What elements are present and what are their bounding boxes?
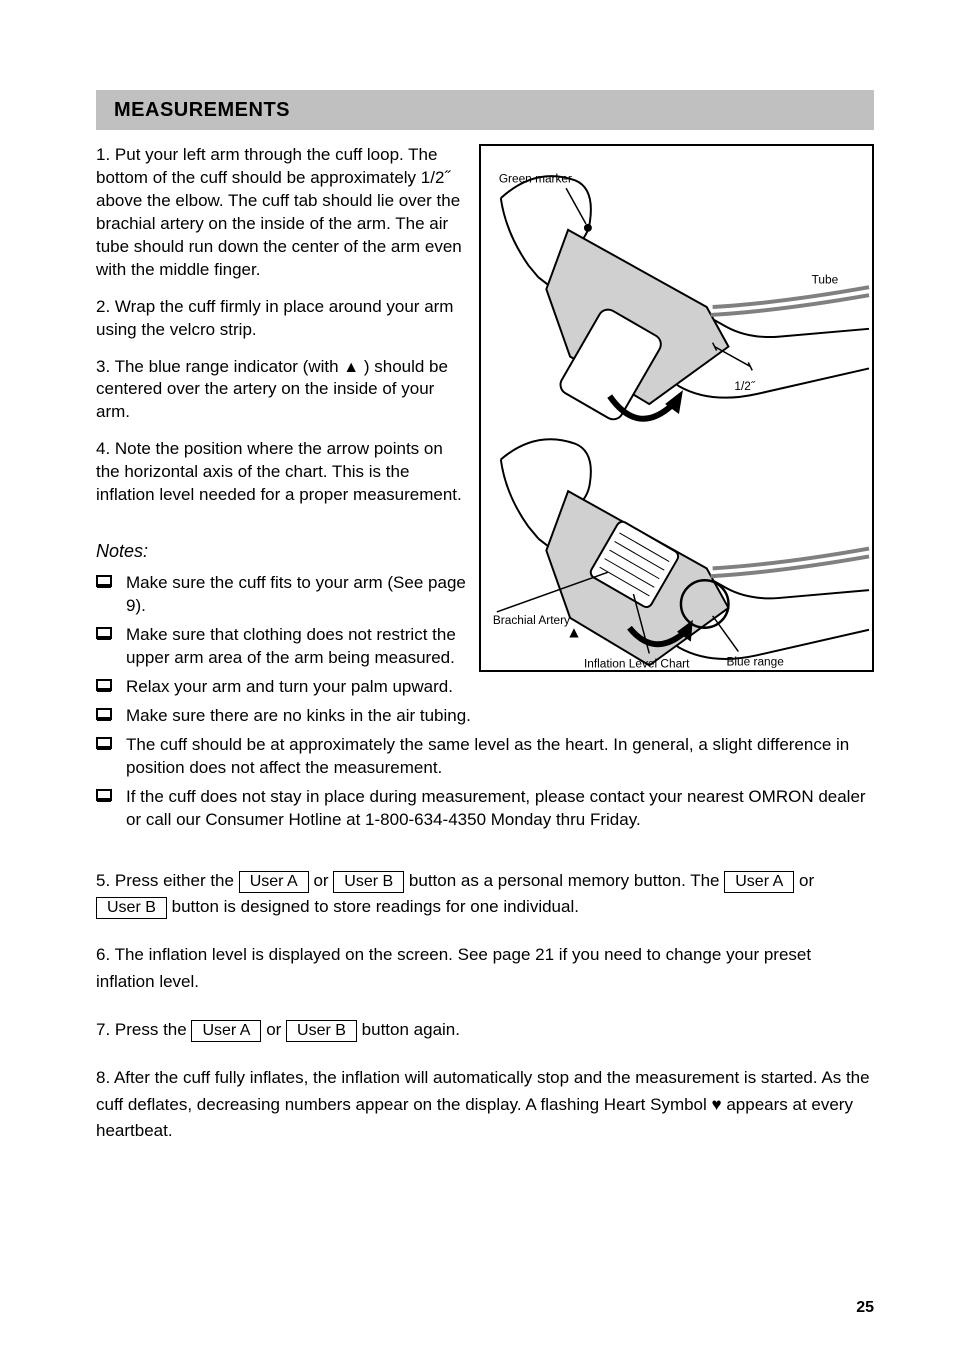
- note-item: Make sure the cuff fits to your arm (See…: [96, 572, 466, 618]
- note-item: Make sure there are no kinks in the air …: [96, 705, 874, 728]
- step7-end: button again.: [362, 1020, 460, 1039]
- bullet-box-icon: [96, 708, 112, 722]
- fitting-step-2: 2. Wrap the cuff firmly in place around …: [96, 296, 466, 342]
- label-brachial-artery: Brachial Artery: [493, 613, 570, 627]
- user-b-button[interactable]: User B: [96, 897, 167, 920]
- step7-pre: 7. Press the: [96, 1020, 191, 1039]
- content-two-column: Green marker Tube 1/2˝: [96, 144, 874, 1144]
- operation-steps: 5. Press either the User A or User B but…: [96, 868, 874, 1145]
- note-item: If the cuff does not stay in place durin…: [96, 786, 874, 832]
- cuff-figure: Green marker Tube 1/2˝: [479, 144, 874, 672]
- step3-text-pre: 3. The blue range indicator (with: [96, 357, 343, 376]
- note-item: The cuff should be at approximately the …: [96, 734, 874, 780]
- user-a-button[interactable]: User A: [724, 871, 794, 894]
- step-6: 6. The inflation level is displayed on t…: [96, 942, 874, 995]
- step5-pre: 5. Press either the: [96, 871, 239, 890]
- fitting-step-4: 4. Note the position where the arrow poi…: [96, 438, 466, 507]
- note-text: If the cuff does not stay in place durin…: [126, 786, 874, 832]
- page-number: 25: [856, 1299, 874, 1317]
- note-item: Make sure that clothing does not restric…: [96, 624, 466, 670]
- label-inflation-chart: Inflation Level Chart: [584, 656, 690, 670]
- arrow-marker-icon: ▲: [566, 625, 582, 642]
- note-text: The cuff should be at approximately the …: [126, 734, 874, 780]
- step5-end: button is designed to store readings for…: [172, 897, 579, 916]
- bullet-box-icon: [96, 575, 112, 589]
- note-item: Relax your arm and turn your palm upward…: [96, 676, 874, 699]
- step5-mid: or: [313, 871, 333, 890]
- step5-after: button as a personal memory button. The: [409, 871, 724, 890]
- triangle-icon: ▲: [343, 357, 359, 379]
- step-5: 5. Press either the User A or User B but…: [96, 868, 874, 921]
- fitting-step-1: 1. Put your left arm through the cuff lo…: [96, 144, 466, 282]
- heart-icon: ♥: [712, 1095, 722, 1114]
- step7-mid: or: [266, 1020, 286, 1039]
- step-7: 7. Press the User A or User B button aga…: [96, 1017, 874, 1043]
- section-title: MEASUREMENTS: [96, 90, 874, 130]
- fitting-step-3: 3. The blue range indicator (with ▲ ) sh…: [96, 356, 466, 425]
- label-half-inch: 1/2˝: [734, 379, 755, 393]
- step-8: 8. After the cuff fully inflates, the in…: [96, 1065, 874, 1144]
- bullet-box-icon: [96, 789, 112, 803]
- fitting-steps: 1. Put your left arm through the cuff lo…: [96, 144, 466, 507]
- label-tube: Tube: [812, 272, 839, 286]
- note-text: Make sure that clothing does not restric…: [126, 624, 466, 670]
- step6-text: 6. The inflation level is displayed on t…: [96, 945, 811, 990]
- bullet-box-icon: [96, 737, 112, 751]
- bullet-box-icon: [96, 627, 112, 641]
- cuff-illustration-svg: Green marker Tube 1/2˝: [481, 146, 872, 670]
- user-b-button[interactable]: User B: [286, 1020, 357, 1043]
- bullet-box-icon: [96, 679, 112, 693]
- user-a-button[interactable]: User A: [239, 871, 309, 894]
- step5-mid2: or: [799, 871, 814, 890]
- page-root: MEASUREMENTS: [0, 0, 954, 1351]
- user-b-button[interactable]: User B: [333, 871, 404, 894]
- user-a-button[interactable]: User A: [191, 1020, 261, 1043]
- note-text: Make sure there are no kinks in the air …: [126, 705, 471, 728]
- label-green-marker: Green marker: [499, 171, 572, 185]
- note-text: Relax your arm and turn your palm upward…: [126, 676, 453, 699]
- note-text: Make sure the cuff fits to your arm (See…: [126, 572, 466, 618]
- label-blue-range-ring: Blue range finder ring: [726, 654, 787, 670]
